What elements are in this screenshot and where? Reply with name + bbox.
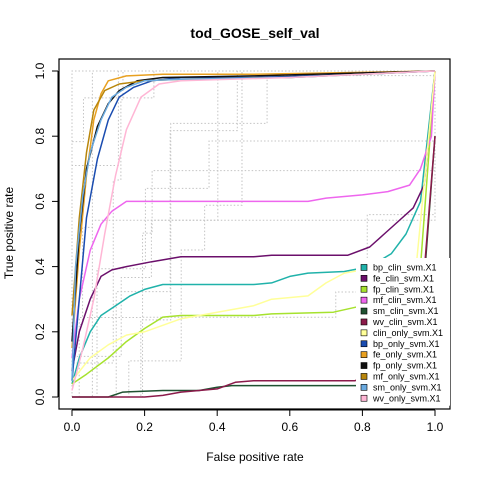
series-line-fe-only-svm-x1 [71,70,436,349]
legend-swatch [360,329,368,337]
chart-title: tod_GOSE_self_val [190,25,319,41]
legend-label: wv_clin_svm.X1 [372,317,438,327]
legend-label: clin_only_svm.X1 [373,328,443,338]
legend-box [356,258,450,406]
legend-label: fp_only_svm.X1 [373,361,437,371]
series-line-bp-only-svm-x1 [71,70,436,381]
series-line-mf-clin-svm-x1 [71,70,436,358]
bootstrap-curve [72,70,435,398]
legend-swatch [360,384,368,391]
y-tick-label: 0.8 [33,128,47,145]
legend-label: bp_clin_svm.X1 [373,262,437,272]
bootstrap-curve [72,70,435,398]
x-tick-label: 0.4 [209,420,226,434]
legend-label: bp_only_svm.X1 [373,339,440,349]
y-axis-title: True positive rate [2,187,16,280]
series-line-fe-clin-svm-x1 [71,70,436,372]
x-tick-label: 0.8 [354,420,371,434]
legend-swatch [360,318,368,326]
legend-label: fp_clin_svm.X1 [373,284,434,294]
legend-swatch [360,307,368,315]
legend-label: mf_clin_svm.X1 [373,295,437,305]
x-tick-label: 1.0 [427,420,444,434]
legend-swatch [360,351,368,358]
legend-label: mf_only_svm.X1 [373,371,440,381]
series-line-sm-only-svm-x1 [71,70,436,381]
legend-swatch [360,285,368,293]
x-tick-label: 0.6 [281,420,298,434]
legend-swatch [360,264,368,271]
y-axis: 0.0 0.2 0.4 0.6 0.8 1.0 [33,62,59,405]
y-tick-label: 0.6 [33,193,47,210]
legend-label: fe_only_svm.X1 [373,350,437,360]
y-tick-label: 0.4 [33,258,47,275]
legend-swatch [360,394,368,402]
legend-swatch [360,296,368,304]
series-line-bp-clin-svm-x1 [71,70,436,385]
y-tick-label: 0.0 [33,388,47,405]
bootstrap-curve [72,71,436,398]
y-tick-label: 1.0 [33,62,47,79]
series-lines [71,70,436,398]
legend-swatch [360,275,368,282]
bootstrap-curve [71,70,435,397]
x-tick-label: 0.2 [136,420,153,434]
legend-label: sm_only_svm.X1 [373,382,442,392]
x-tick-label: 0.0 [64,420,81,434]
x-axis-title: False positive rate [206,450,304,464]
series-line-wv-only-svm-x1 [71,70,436,391]
legend-swatch [360,373,368,380]
bootstrap-curve [71,71,436,397]
legend-swatch [360,340,368,348]
legend-label: sm_clin_svm.X1 [373,306,439,316]
legend-swatch [360,362,368,369]
legend-label: wv_only_svm.X1 [372,393,441,403]
legend: bp_clin_svm.X1fe_clin_svm.X1fp_clin_svm.… [356,258,450,406]
x-axis: 0.0 0.2 0.4 0.6 0.8 1.0 [64,409,444,434]
plot-frame [58,58,451,410]
y-tick-label: 0.2 [33,323,47,340]
legend-label: fe_clin_svm.X1 [373,273,434,283]
